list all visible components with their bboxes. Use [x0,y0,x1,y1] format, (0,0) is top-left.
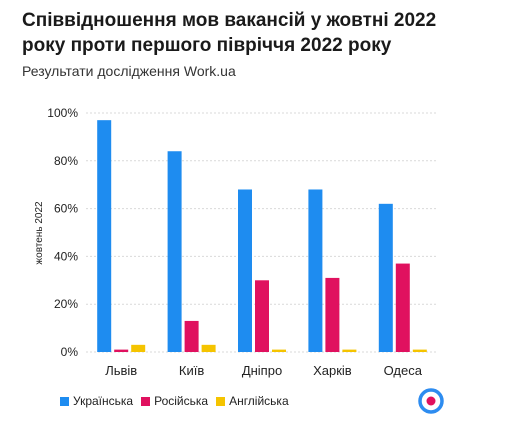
y-tick-label: 20% [54,297,78,311]
bar-english [201,344,216,352]
bars [97,120,427,352]
target-logo-icon [418,388,444,414]
x-tick-label: Київ [179,363,204,378]
legend-label-russian: Російська [154,394,209,408]
bar-english [131,344,146,352]
legend-swatch-english [216,396,226,406]
legend: Українська Російська Англійська [60,394,297,408]
legend-item-russian: Російська [141,394,208,408]
legend-item-ukrainian: Українська [60,394,133,408]
bar-russian [255,280,269,352]
legend-swatch-ukrainian [60,396,69,406]
bar-russian [325,277,340,352]
y-tick-label: 80% [54,154,78,168]
x-tick-label: Харків [313,363,352,378]
x-tick-label: Львів [105,363,137,378]
y-axis-label: жовтень 2022 [34,201,45,265]
bar-russian [395,263,410,352]
bar-ukrainian [308,189,323,352]
y-tick-label: 60% [54,202,78,216]
legend-swatch-russian [141,396,151,406]
chart-title: Співвідношення мов вакансій у жовтні 202… [22,10,437,56]
bar-ukrainian [167,151,182,352]
legend-label-ukrainian: Українська [73,394,134,408]
x-tick-label: Дніпро [242,363,282,378]
bar-ukrainian [238,189,252,352]
bar-russian [114,349,129,352]
x-axis-tick-labels: Львів Київ Дніпро Харків Одеса [105,363,423,378]
bar-ukrainian [97,120,112,352]
bar-english [342,349,357,352]
chart-subtitle: Результати дослідження Work.ua [22,63,236,79]
y-axis-tick-labels: 0% 20% 40% 60% 80% 100% [47,106,78,359]
y-tick-label: 0% [61,345,79,359]
bar-english [412,349,427,352]
y-tick-label: 100% [47,106,78,120]
y-tick-label: 40% [54,249,78,263]
x-tick-label: Одеса [384,363,423,378]
legend-item-english: Англійська [216,394,289,408]
bar-ukrainian [378,203,393,352]
bar-russian [184,320,199,352]
legend-label-english: Англійська [229,394,289,408]
bar-english [272,349,286,352]
